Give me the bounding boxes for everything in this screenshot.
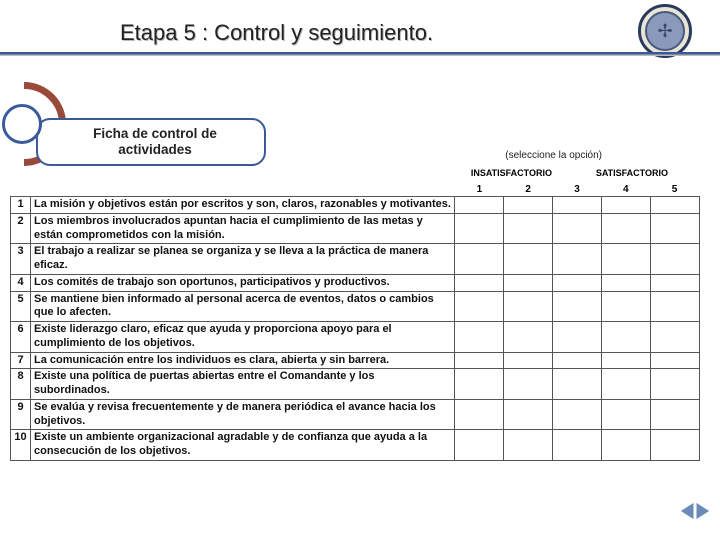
rating-cell[interactable] bbox=[553, 197, 602, 214]
ficha-badge: Ficha de control de actividades bbox=[4, 118, 266, 166]
rating-cell[interactable] bbox=[602, 352, 651, 369]
row-description: La comunicación entre los individuos es … bbox=[31, 352, 455, 369]
row-description: Los miembros involucrados apuntan hacia … bbox=[31, 213, 455, 244]
rating-cell[interactable] bbox=[553, 430, 602, 461]
rating-cell[interactable] bbox=[602, 274, 651, 291]
row-description: Se evalúa y revisa frecuentemente y de m… bbox=[31, 399, 455, 430]
rating-cell[interactable] bbox=[553, 244, 602, 275]
col-1: 1 bbox=[455, 184, 504, 195]
row-number: 7 bbox=[11, 352, 31, 369]
table-row: 3El trabajo a realizar se planea se orga… bbox=[11, 244, 700, 275]
rating-cell[interactable] bbox=[553, 213, 602, 244]
title-underline bbox=[0, 52, 720, 56]
rating-cell[interactable] bbox=[455, 213, 504, 244]
scale-label-left: INSATISFACTORIO bbox=[471, 168, 552, 178]
col-3: 3 bbox=[553, 184, 602, 195]
row-number: 9 bbox=[11, 399, 31, 430]
row-description: Existe una política de puertas abiertas … bbox=[31, 369, 455, 400]
rating-cell[interactable] bbox=[651, 399, 700, 430]
rating-cell[interactable] bbox=[504, 197, 553, 214]
page-title: Etapa 5 : Control y seguimiento. bbox=[120, 20, 433, 46]
row-description: Se mantiene bien informado al personal a… bbox=[31, 291, 455, 322]
row-description: Los comités de trabajo son oportunos, pa… bbox=[31, 274, 455, 291]
rating-cell[interactable] bbox=[602, 213, 651, 244]
rating-cell[interactable] bbox=[504, 352, 553, 369]
rating-cell[interactable] bbox=[504, 399, 553, 430]
rating-cell[interactable] bbox=[651, 322, 700, 353]
rating-cell[interactable] bbox=[504, 274, 553, 291]
row-number: 5 bbox=[11, 291, 31, 322]
table-row: 7La comunicación entre los individuos es… bbox=[11, 352, 700, 369]
row-description: Existe liderazgo claro, eficaz que ayuda… bbox=[31, 322, 455, 353]
rating-cell[interactable] bbox=[455, 274, 504, 291]
rating-cell[interactable] bbox=[455, 369, 504, 400]
table-row: 1La misión y objetivos están por escrito… bbox=[11, 197, 700, 214]
ficha-label: Ficha de control de actividades bbox=[36, 118, 266, 166]
row-number: 6 bbox=[11, 322, 31, 353]
prev-arrow-icon[interactable] bbox=[676, 502, 694, 520]
rating-cell[interactable] bbox=[553, 291, 602, 322]
rating-cell[interactable] bbox=[455, 322, 504, 353]
col-5: 5 bbox=[650, 184, 699, 195]
row-number: 2 bbox=[11, 213, 31, 244]
rating-cell[interactable] bbox=[602, 430, 651, 461]
col-4: 4 bbox=[601, 184, 650, 195]
rating-cell[interactable] bbox=[455, 352, 504, 369]
column-numbers: 1 2 3 4 5 bbox=[455, 184, 699, 195]
control-table: 1La misión y objetivos están por escrito… bbox=[10, 196, 700, 461]
rating-cell[interactable] bbox=[602, 197, 651, 214]
row-number: 10 bbox=[11, 430, 31, 461]
rating-cell[interactable] bbox=[651, 244, 700, 275]
rating-cell[interactable] bbox=[553, 369, 602, 400]
row-number: 8 bbox=[11, 369, 31, 400]
rating-cell[interactable] bbox=[504, 291, 553, 322]
select-hint: (seleccione la opción) bbox=[505, 150, 602, 161]
rating-cell[interactable] bbox=[504, 369, 553, 400]
rating-cell[interactable] bbox=[553, 352, 602, 369]
col-2: 2 bbox=[504, 184, 553, 195]
next-arrow-icon[interactable] bbox=[696, 502, 714, 520]
rating-cell[interactable] bbox=[602, 244, 651, 275]
table-row: 4Los comités de trabajo son oportunos, p… bbox=[11, 274, 700, 291]
row-number: 1 bbox=[11, 197, 31, 214]
rating-cell[interactable] bbox=[651, 430, 700, 461]
table-row: 8Existe una política de puertas abiertas… bbox=[11, 369, 700, 400]
row-number: 4 bbox=[11, 274, 31, 291]
rating-cell[interactable] bbox=[504, 430, 553, 461]
rating-cell[interactable] bbox=[602, 291, 651, 322]
row-description: La misión y objetivos están por escritos… bbox=[31, 197, 455, 214]
rating-cell[interactable] bbox=[553, 322, 602, 353]
rating-cell[interactable] bbox=[553, 274, 602, 291]
rating-cell[interactable] bbox=[651, 352, 700, 369]
rating-cell[interactable] bbox=[651, 213, 700, 244]
row-description: Existe un ambiente organizacional agrada… bbox=[31, 430, 455, 461]
row-number: 3 bbox=[11, 244, 31, 275]
rating-cell[interactable] bbox=[455, 197, 504, 214]
rating-cell[interactable] bbox=[651, 369, 700, 400]
rating-cell[interactable] bbox=[651, 274, 700, 291]
table-row: 9Se evalúa y revisa frecuentemente y de … bbox=[11, 399, 700, 430]
table-row: 2Los miembros involucrados apuntan hacia… bbox=[11, 213, 700, 244]
rating-cell[interactable] bbox=[455, 291, 504, 322]
rating-cell[interactable] bbox=[504, 213, 553, 244]
nav-arrows[interactable] bbox=[676, 502, 714, 520]
table-row: 10Existe un ambiente organizacional agra… bbox=[11, 430, 700, 461]
rating-cell[interactable] bbox=[553, 399, 602, 430]
table-row: 6Existe liderazgo claro, eficaz que ayud… bbox=[11, 322, 700, 353]
scale-label-right: SATISFACTORIO bbox=[596, 168, 668, 178]
org-logo: ✢ bbox=[638, 4, 692, 58]
rating-cell[interactable] bbox=[602, 322, 651, 353]
rating-cell[interactable] bbox=[651, 291, 700, 322]
rating-cell[interactable] bbox=[455, 244, 504, 275]
rating-cell[interactable] bbox=[504, 322, 553, 353]
row-description: El trabajo a realizar se planea se organ… bbox=[31, 244, 455, 275]
rating-cell[interactable] bbox=[651, 197, 700, 214]
rating-cell[interactable] bbox=[602, 399, 651, 430]
table-row: 5Se mantiene bien informado al personal … bbox=[11, 291, 700, 322]
rating-cell[interactable] bbox=[455, 399, 504, 430]
rating-cell[interactable] bbox=[504, 244, 553, 275]
rating-cell[interactable] bbox=[602, 369, 651, 400]
rating-cell[interactable] bbox=[455, 430, 504, 461]
